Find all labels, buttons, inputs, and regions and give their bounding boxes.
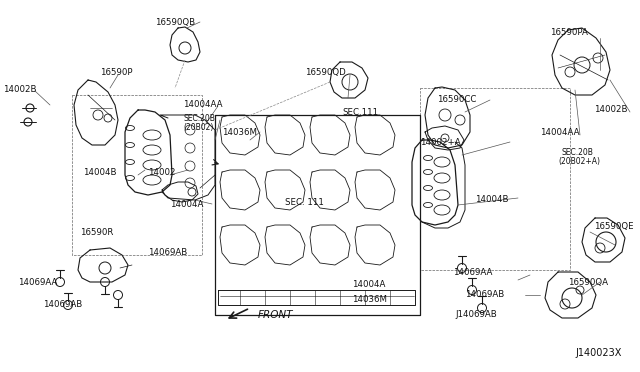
- Text: 16590CC: 16590CC: [437, 95, 476, 104]
- Text: 14002+A: 14002+A: [420, 138, 461, 147]
- Text: 16590R: 16590R: [80, 228, 113, 237]
- Bar: [420, 88, 570, 270]
- Text: 14036M: 14036M: [222, 128, 257, 137]
- Text: SEC. 111: SEC. 111: [285, 198, 324, 207]
- Text: 14002B: 14002B: [3, 85, 36, 94]
- Text: 14069AB: 14069AB: [43, 300, 83, 309]
- Text: SEC.20B: SEC.20B: [183, 114, 215, 123]
- Bar: [72, 95, 202, 255]
- Text: 14004A: 14004A: [352, 280, 385, 289]
- Text: FRONT: FRONT: [258, 310, 294, 320]
- Text: 14069AA: 14069AA: [453, 268, 492, 277]
- Text: 14004B: 14004B: [83, 168, 116, 177]
- Text: 14004A: 14004A: [170, 200, 204, 209]
- Text: 14004AA: 14004AA: [540, 128, 579, 137]
- Text: 16590QB: 16590QB: [155, 18, 195, 27]
- Text: 14002B: 14002B: [594, 105, 627, 114]
- Text: 16590PA: 16590PA: [550, 28, 588, 37]
- Text: (20B02): (20B02): [183, 123, 213, 132]
- Text: J140023X: J140023X: [575, 348, 621, 358]
- Text: SEC.111: SEC.111: [342, 108, 378, 117]
- Text: 14069AB: 14069AB: [148, 248, 188, 257]
- Text: 14036M: 14036M: [352, 295, 387, 304]
- Text: 16590QD: 16590QD: [305, 68, 346, 77]
- Text: 16590QA: 16590QA: [568, 278, 608, 287]
- Text: 16590P: 16590P: [100, 68, 132, 77]
- Text: 14002: 14002: [148, 168, 175, 177]
- Text: 14004AA: 14004AA: [183, 100, 223, 109]
- Text: J14069AB: J14069AB: [455, 310, 497, 319]
- Text: SEC.20B: SEC.20B: [562, 148, 594, 157]
- Text: (20B02+A): (20B02+A): [558, 157, 600, 166]
- Text: 14069AA: 14069AA: [18, 278, 58, 287]
- Text: 16590QE: 16590QE: [594, 222, 634, 231]
- Text: 14069AB: 14069AB: [465, 290, 504, 299]
- Text: 14004B: 14004B: [475, 195, 509, 204]
